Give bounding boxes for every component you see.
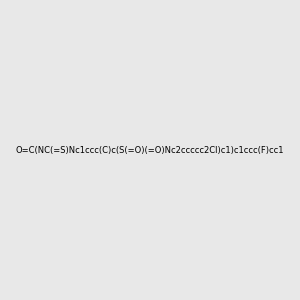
Text: O=C(NC(=S)Nc1ccc(C)c(S(=O)(=O)Nc2ccccc2Cl)c1)c1ccc(F)cc1: O=C(NC(=S)Nc1ccc(C)c(S(=O)(=O)Nc2ccccc2C… xyxy=(16,146,284,154)
